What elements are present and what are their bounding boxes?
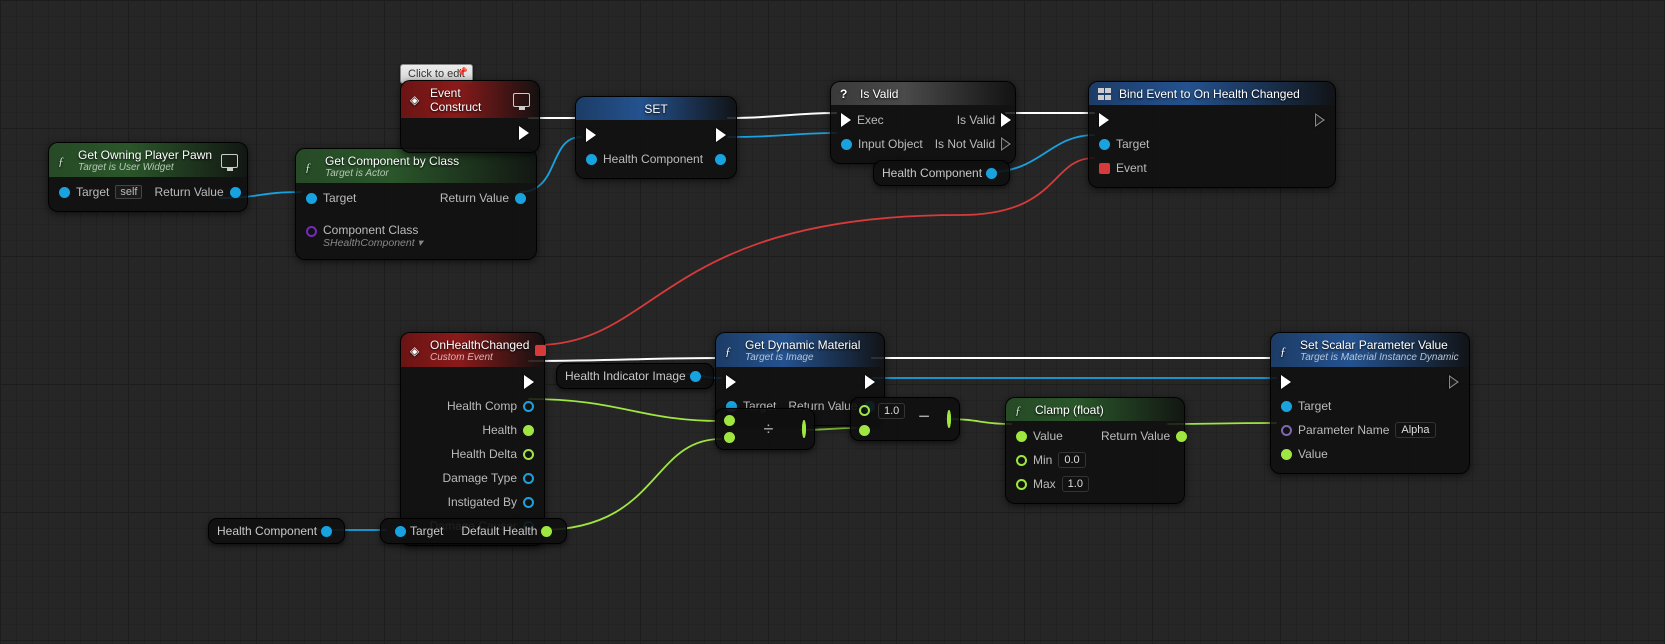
- node-title: OnHealthChanged: [430, 338, 529, 352]
- pin-exec-out[interactable]: [524, 373, 534, 391]
- pin-exec-in[interactable]: Exec: [841, 111, 923, 129]
- pin-health-delta[interactable]: Health Delta: [451, 445, 534, 463]
- in-label: Target: [410, 524, 443, 538]
- pin-out[interactable]: [541, 526, 552, 537]
- pin-parameter-name[interactable]: Parameter Name Alpha: [1281, 421, 1436, 439]
- op-symbol: −: [905, 406, 943, 432]
- function-icon: ƒ: [305, 160, 319, 174]
- pin-delegate-out[interactable]: [535, 345, 546, 356]
- pin-value[interactable]: Value: [1281, 445, 1436, 463]
- node-get-owning-player-pawn[interactable]: ƒ Get Owning Player Pawn Target is User …: [48, 142, 248, 212]
- pin-is-valid-out[interactable]: Is Valid: [957, 111, 1011, 129]
- node-subtract[interactable]: 1.0 −: [850, 397, 960, 441]
- pin-exec-out[interactable]: [1315, 111, 1325, 129]
- node-subtitle: Custom Event: [430, 352, 529, 363]
- node-title: Bind Event to On Health Changed: [1119, 87, 1300, 101]
- out-label: Default Health: [461, 524, 537, 538]
- pin-max[interactable]: Max 1.0: [1016, 475, 1089, 493]
- bind-icon: [1098, 88, 1113, 101]
- pin-out[interactable]: [690, 371, 701, 382]
- node-get-component-by-class[interactable]: ƒ Get Component by Class Target is Actor…: [295, 148, 537, 260]
- node-var-health-indicator-image[interactable]: Health Indicator Image: [556, 363, 714, 389]
- macro-icon: ?: [840, 87, 854, 101]
- pin-out[interactable]: [321, 526, 332, 537]
- pin-damage-type[interactable]: Damage Type: [443, 469, 535, 487]
- pin-b[interactable]: [724, 432, 735, 443]
- pin-b[interactable]: [859, 425, 870, 436]
- pin-out[interactable]: [986, 168, 997, 179]
- function-icon: ƒ: [725, 344, 739, 358]
- pin-target[interactable]: Target: [1099, 135, 1149, 153]
- pin-exec-in[interactable]: [586, 126, 703, 144]
- node-event-construct[interactable]: ◈ Event Construct: [400, 80, 540, 153]
- node-var-health-component[interactable]: Health Component: [873, 160, 1010, 186]
- var-label: Health Component: [217, 524, 317, 538]
- pin-input-object[interactable]: Input Object: [841, 135, 923, 153]
- node-subtitle: Target is Image: [745, 352, 860, 363]
- node-bind-event-on-health-changed[interactable]: Bind Event to On Health Changed Target E…: [1088, 81, 1336, 188]
- node-is-valid[interactable]: ? Is Valid Exec Input Object Is Valid Is…: [830, 81, 1016, 164]
- function-icon: ƒ: [58, 154, 72, 168]
- pin-exec-out[interactable]: [865, 373, 875, 391]
- pin-exec-in[interactable]: [1281, 373, 1436, 391]
- event-icon: ◈: [410, 93, 424, 107]
- pin-min[interactable]: Min 0.0: [1016, 451, 1089, 469]
- node-title: Clamp (float): [1035, 403, 1104, 417]
- pin-out[interactable]: [802, 420, 806, 438]
- event-icon: ◈: [410, 344, 424, 358]
- pin-value[interactable]: Value: [1016, 427, 1089, 445]
- pin-target[interactable]: Target: [1281, 397, 1436, 415]
- node-on-health-changed[interactable]: ◈ OnHealthChanged Custom Event Health Co…: [400, 332, 545, 546]
- pin-value-out[interactable]: [715, 150, 726, 168]
- node-title: Event Construct: [430, 86, 507, 114]
- pin-exec-out[interactable]: [716, 126, 726, 144]
- pin-health-component-in[interactable]: Health Component: [586, 150, 703, 168]
- node-clamp-float[interactable]: ƒ Clamp (float) Value Min 0.0 Max 1.0 Re…: [1005, 397, 1185, 504]
- function-icon: ƒ: [1280, 344, 1294, 358]
- pin-a[interactable]: [724, 415, 735, 426]
- op-symbol: ÷: [739, 419, 798, 440]
- node-set-health-component[interactable]: SET Health Component: [575, 96, 737, 179]
- pin-out[interactable]: [947, 410, 951, 428]
- node-title: SET: [644, 102, 667, 116]
- pin-is-not-valid-out[interactable]: Is Not Valid: [935, 135, 1011, 153]
- function-icon: ƒ: [1015, 403, 1029, 417]
- pin-exec-in[interactable]: [726, 373, 776, 391]
- pin-target[interactable]: Target self: [59, 183, 142, 201]
- node-var-health-component-2[interactable]: Health Component: [208, 518, 345, 544]
- node-title: Get Component by Class: [325, 154, 459, 168]
- pin-health[interactable]: Health: [482, 421, 534, 439]
- node-title: Get Owning Player Pawn: [78, 148, 212, 162]
- node-default-health[interactable]: Target Default Health: [380, 518, 567, 544]
- pin-exec-in[interactable]: [1099, 111, 1149, 129]
- pin-target-in[interactable]: [395, 526, 406, 537]
- pin-exec-out[interactable]: [1449, 373, 1459, 391]
- pin-a[interactable]: [859, 405, 870, 416]
- node-subtitle: Target is Actor: [325, 168, 459, 179]
- pin-return-value[interactable]: Return Value: [1101, 427, 1187, 445]
- node-title: Is Valid: [860, 87, 898, 101]
- node-divide[interactable]: ÷: [715, 408, 815, 450]
- pin-return-value[interactable]: Return Value: [154, 183, 240, 201]
- node-title: Get Dynamic Material: [745, 338, 860, 352]
- monitor-icon: [513, 93, 530, 107]
- monitor-icon: [221, 154, 238, 168]
- pin-target[interactable]: Target: [306, 189, 423, 207]
- var-label: Health Component: [882, 166, 982, 180]
- pin-event[interactable]: Event: [1099, 159, 1149, 177]
- node-set-scalar-parameter-value[interactable]: ƒ Set Scalar Parameter Value Target is M…: [1270, 332, 1470, 474]
- pin-return-value[interactable]: Return Value: [440, 189, 526, 207]
- pin-exec-out[interactable]: [519, 124, 529, 142]
- node-title: Set Scalar Parameter Value: [1300, 338, 1448, 352]
- pin-health-comp[interactable]: Health Comp: [447, 397, 534, 415]
- node-subtitle: Target is Material Instance Dynamic: [1300, 352, 1459, 363]
- var-label: Health Indicator Image: [565, 369, 686, 383]
- pin-component-class[interactable]: Component Class SHealthComponent ▾: [306, 223, 423, 249]
- pin-instigated-by[interactable]: Instigated By: [448, 493, 534, 511]
- node-subtitle: Target is User Widget: [78, 162, 212, 173]
